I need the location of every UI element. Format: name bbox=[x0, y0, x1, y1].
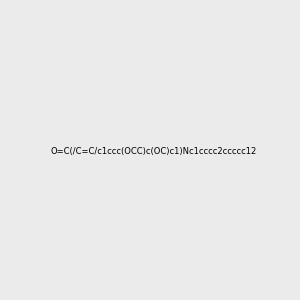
Text: O=C(/C=C/c1ccc(OCC)c(OC)c1)Nc1cccc2ccccc12: O=C(/C=C/c1ccc(OCC)c(OC)c1)Nc1cccc2ccccc… bbox=[51, 147, 257, 156]
